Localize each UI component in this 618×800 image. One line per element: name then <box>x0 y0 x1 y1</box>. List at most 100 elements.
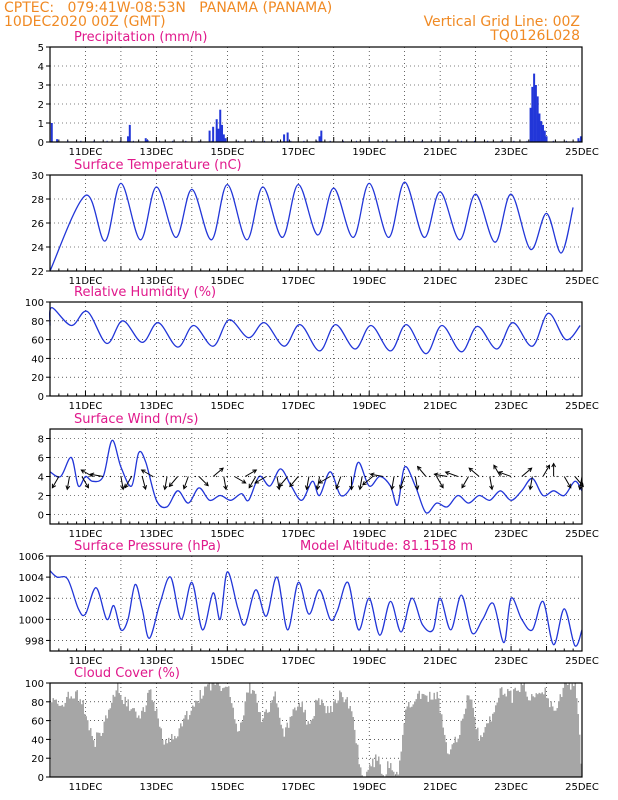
wind-vector-head <box>468 467 474 473</box>
cloud-bar <box>324 705 326 777</box>
y-tick-label: 1004 <box>19 573 44 584</box>
cloud-bar <box>303 712 305 777</box>
y-tick-label: 0 <box>38 138 44 149</box>
cloud-bar <box>93 740 95 777</box>
cloud-bar <box>135 711 137 777</box>
cloud-bar <box>187 719 189 777</box>
panel-title: Precipitation (mm/h) <box>74 30 207 45</box>
cloud-bar <box>247 692 249 777</box>
cloud-bar <box>568 683 570 777</box>
wind-dot <box>460 475 463 478</box>
x-tick-label: 25DEC <box>565 529 599 540</box>
cloud-bar <box>232 707 234 777</box>
precip-bar <box>577 138 580 142</box>
wind-dot <box>216 475 218 478</box>
cloud-bar <box>424 695 426 777</box>
wind-dot <box>67 475 69 478</box>
precip-bar <box>531 86 534 142</box>
wind-vector-head <box>414 485 420 491</box>
y-tick-label: 4 <box>38 473 44 484</box>
cloud-bar <box>142 707 144 777</box>
wind-vector-head <box>120 485 125 491</box>
cloud-bar <box>427 701 429 777</box>
cloud-bar <box>214 684 216 777</box>
precip-bar <box>219 109 222 142</box>
wind-vector-head <box>416 465 422 471</box>
cloud-bar <box>315 699 317 777</box>
wind-vector <box>212 467 224 477</box>
x-tick-label: 17DEC <box>281 656 315 667</box>
cloud-bar <box>160 728 162 777</box>
cloud-bar <box>103 721 105 777</box>
cloud-bar <box>511 702 513 777</box>
wind-vector <box>335 476 342 489</box>
cloud-bar <box>360 767 362 777</box>
cloud-bar <box>168 737 170 777</box>
cloud-bar <box>285 727 287 777</box>
wind-vector <box>90 473 104 477</box>
cloud-bar <box>333 701 335 777</box>
cloud-bar <box>298 702 300 777</box>
x-tick-label: 11DEC <box>69 401 103 412</box>
cloud-bar <box>112 694 114 777</box>
wind-dot <box>577 475 580 478</box>
wind-vector-head <box>497 470 503 476</box>
precip-bar <box>222 134 225 142</box>
cloud-bar <box>141 710 143 777</box>
wind-vector <box>399 476 406 489</box>
cloud-bar <box>255 693 257 777</box>
cloud-bar <box>457 738 459 777</box>
panel-frame <box>49 555 583 652</box>
cloud-bar <box>576 698 578 777</box>
precip-bar <box>286 132 289 142</box>
cloud-bar <box>282 728 284 777</box>
cloud-bar <box>124 696 126 777</box>
cloud-bar <box>346 697 348 777</box>
cloud-bar <box>279 717 281 777</box>
wind-dot <box>194 475 197 478</box>
wind-vector <box>362 476 374 486</box>
wind-dot <box>514 475 516 478</box>
x-tick-label: 23DEC <box>494 401 528 412</box>
precip-trace <box>119 140 121 142</box>
x-tick-label: 19DEC <box>352 529 386 540</box>
cloud-bar <box>178 728 180 777</box>
cloud-bar <box>126 706 128 777</box>
cloud-bar <box>355 743 357 777</box>
cloud-bar <box>481 737 483 777</box>
cloud-bar <box>555 710 557 777</box>
cloud-bar <box>117 683 119 777</box>
precip-bar <box>144 138 147 142</box>
cloud-bar <box>73 698 75 777</box>
panel-title: Relative Humidity (%) <box>74 285 216 300</box>
x-tick-label: 13DEC <box>140 276 174 287</box>
cloud-bar <box>241 721 243 777</box>
wind-dot <box>343 475 345 478</box>
cloud-bar <box>438 698 440 777</box>
cloud-bar <box>219 685 221 777</box>
cloud-bar <box>115 690 117 777</box>
x-tick-label: 23DEC <box>494 782 528 793</box>
cloud-bar <box>228 686 230 777</box>
wind-vector-head <box>315 485 321 491</box>
x-tick-label: 25DEC <box>565 147 599 158</box>
x-tick-label: 21DEC <box>423 147 457 158</box>
precip-bar <box>543 130 546 142</box>
cloud-bar <box>513 689 515 777</box>
cloud-bar <box>406 706 408 777</box>
x-tick-label: 21DEC <box>423 529 457 540</box>
cloud-bar <box>567 684 569 777</box>
wind-dot <box>130 475 133 478</box>
cloud-bar <box>54 699 56 777</box>
precip-trace <box>80 140 82 142</box>
cloud-bar <box>523 683 525 777</box>
cloud-bar <box>150 689 152 777</box>
cloud-bar <box>58 705 60 777</box>
precip-trace <box>198 140 200 142</box>
cloud-bar <box>292 709 294 777</box>
cloud-bar <box>385 774 387 777</box>
wind-vector <box>529 476 533 490</box>
x-tick-label: 15DEC <box>210 276 244 287</box>
cloud-bar <box>477 727 479 777</box>
cloud-bar <box>573 686 575 777</box>
